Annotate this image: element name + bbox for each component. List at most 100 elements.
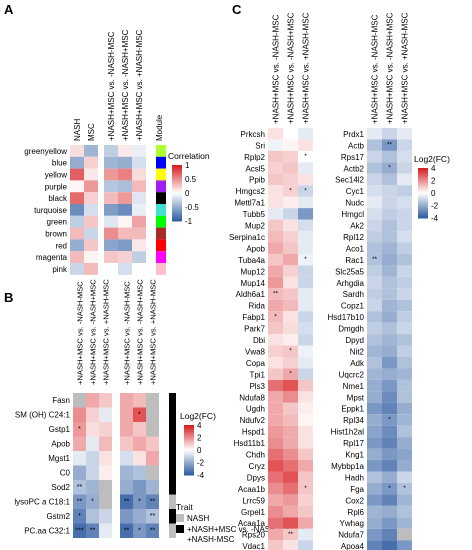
panel-c-right-cell <box>367 162 382 174</box>
panel-a-cell <box>132 204 146 216</box>
panel-a-colorbar-step <box>172 176 182 179</box>
panel-c-right-row-label: Rpl6 <box>348 508 365 517</box>
panel-c-right-cell <box>397 253 412 266</box>
panel-a-cell <box>132 251 146 263</box>
panel-c-right-cell <box>367 139 382 151</box>
panel-a-module-swatch <box>156 156 166 169</box>
panel-c-right-cell <box>382 162 397 174</box>
panel-b-legend-tick: 4 <box>197 421 202 430</box>
panel-c-left-row-label: Mettl7a1 <box>234 199 265 208</box>
panel-c-right-cell <box>382 299 397 312</box>
panel-c-left-star: ** <box>273 290 279 297</box>
panel-b-trait-item: +NASH+MSC vs. -NASH-MSC vs. +NASH-MSC <box>187 525 309 544</box>
panel-b-cell <box>99 523 112 538</box>
panel-c-left-col-label: +NASH+MSC vs. -NASH-MSC <box>272 14 281 124</box>
panel-c-left-col-label: +NASH+MSC vs. -NASH+MSC <box>287 12 296 124</box>
panel-c-left-cell <box>283 334 298 346</box>
panel-b-cell <box>86 407 99 422</box>
panel-c-left-cell <box>283 460 298 472</box>
panel-c-left-cell <box>283 231 298 243</box>
panel-c-left-cell <box>268 208 283 220</box>
panel-c-left-cell <box>298 517 313 529</box>
panel-b-star: ** <box>150 527 156 534</box>
panel-c-right-cell <box>397 162 412 174</box>
panel-c-right-cell <box>382 414 397 426</box>
panel-c-right-cell <box>397 185 412 197</box>
panel-a-row-label: yellow <box>45 170 67 179</box>
panel-b-colorbar-step <box>184 426 194 429</box>
panel-b-colorbar-step <box>184 428 194 431</box>
panel-c-right-cell <box>367 528 382 541</box>
panel-c-left-star: * <box>274 313 277 320</box>
panel-c-left-cell <box>283 242 298 254</box>
panel-b-row-label: Apob <box>51 440 70 449</box>
panel-b-star: ** <box>77 484 83 491</box>
panel-c-left-cell <box>268 196 283 209</box>
panel-a-cell <box>70 227 84 240</box>
panel-c-right-cell <box>382 425 397 438</box>
panel-c-right-row-label: Mybbp1a <box>331 462 364 471</box>
panel-c-right-cell <box>367 196 382 209</box>
panel-c-left-row-label: Mup2 <box>245 222 266 231</box>
panel-b-colorbar-step <box>184 451 194 454</box>
panel-c-left-cell <box>283 196 298 209</box>
panel-c-left-cell <box>298 265 313 277</box>
panel-a-row-label: red <box>55 241 67 250</box>
panel-b-cell <box>99 509 112 524</box>
panel-a-col-label: +NASH+MSC vs. -NASH-MSC <box>107 31 116 141</box>
panel-c-right-row-label: Actb2 <box>344 164 365 173</box>
panel-b-cell <box>146 422 159 437</box>
panel-c-right-col-label: +NASH+MSC vs. -NASH+MSC <box>386 12 395 124</box>
panel-c-left-row-label: Ugdh <box>246 405 265 414</box>
panel-b-cell <box>146 393 159 408</box>
panel-c-colorbar-step <box>418 176 428 179</box>
panel-b-colorbar-step <box>184 465 194 468</box>
panel-b-cell <box>86 509 99 524</box>
panel-b-colorbar-step <box>184 431 194 434</box>
panel-c-right-row-label: Copz1 <box>341 302 365 311</box>
panel-a-cell <box>132 156 146 169</box>
panel-b-cell <box>99 494 112 509</box>
panel-a-cell <box>84 239 98 252</box>
panel-c-right-row-label: Aco1 <box>346 244 365 253</box>
panel-c-right-row-label: Kng1 <box>345 451 364 460</box>
panel-b-row-label: Mgst1 <box>48 454 70 463</box>
panel-c-left-cell <box>298 150 313 163</box>
panel-b-cell <box>99 465 112 480</box>
panel-c-right-cell <box>382 540 397 550</box>
panel-c-left-cell <box>268 150 283 163</box>
panel-c-right-cell <box>367 231 382 243</box>
panel-c-left-cell <box>298 128 313 140</box>
panel-a-row-label: greenyellow <box>24 147 67 156</box>
panel-c-left-row-label: Acsl5 <box>245 164 265 173</box>
panel-a-cell <box>118 204 132 216</box>
panel-b-trait-swatch <box>169 436 176 451</box>
panel-c-left-row-label: Tubb5 <box>243 210 266 219</box>
panel-b-legend-title: Log2(FC) <box>180 411 216 421</box>
panel-b-row-label: Gstp1 <box>49 425 71 434</box>
panel-c-right-cell <box>382 494 397 506</box>
panel-a-cell <box>104 192 118 204</box>
panel-a-cell <box>70 180 84 193</box>
panel-c-right-star: * <box>388 164 391 171</box>
panel-b-col-label: +NASH+MSC vs. -NASH-MSC <box>123 281 132 385</box>
panel-c-left-cell <box>283 540 298 550</box>
panel-a-cell <box>70 239 84 252</box>
panel-b-star: ** <box>77 498 83 505</box>
panel-c-left-cell <box>283 208 298 220</box>
panel-c-left-cell <box>283 219 298 232</box>
panel-a-row-label: purple <box>45 182 68 191</box>
panel-c-left-cell <box>268 311 283 323</box>
panel-c-right-cell <box>382 391 397 403</box>
panel-c-right-cell <box>367 460 382 472</box>
panel-a-colorbar-step <box>172 178 182 181</box>
panel-c-left-cell <box>298 391 313 403</box>
panel-a-cell <box>70 168 84 181</box>
panel-c-left-row-label: Rplp2 <box>244 153 265 162</box>
panel-c-colorbar-step <box>418 183 428 186</box>
panel-c-right-cell <box>397 391 412 403</box>
panel-c-right-cell <box>367 253 382 266</box>
panel-c-left-cell <box>268 334 283 346</box>
